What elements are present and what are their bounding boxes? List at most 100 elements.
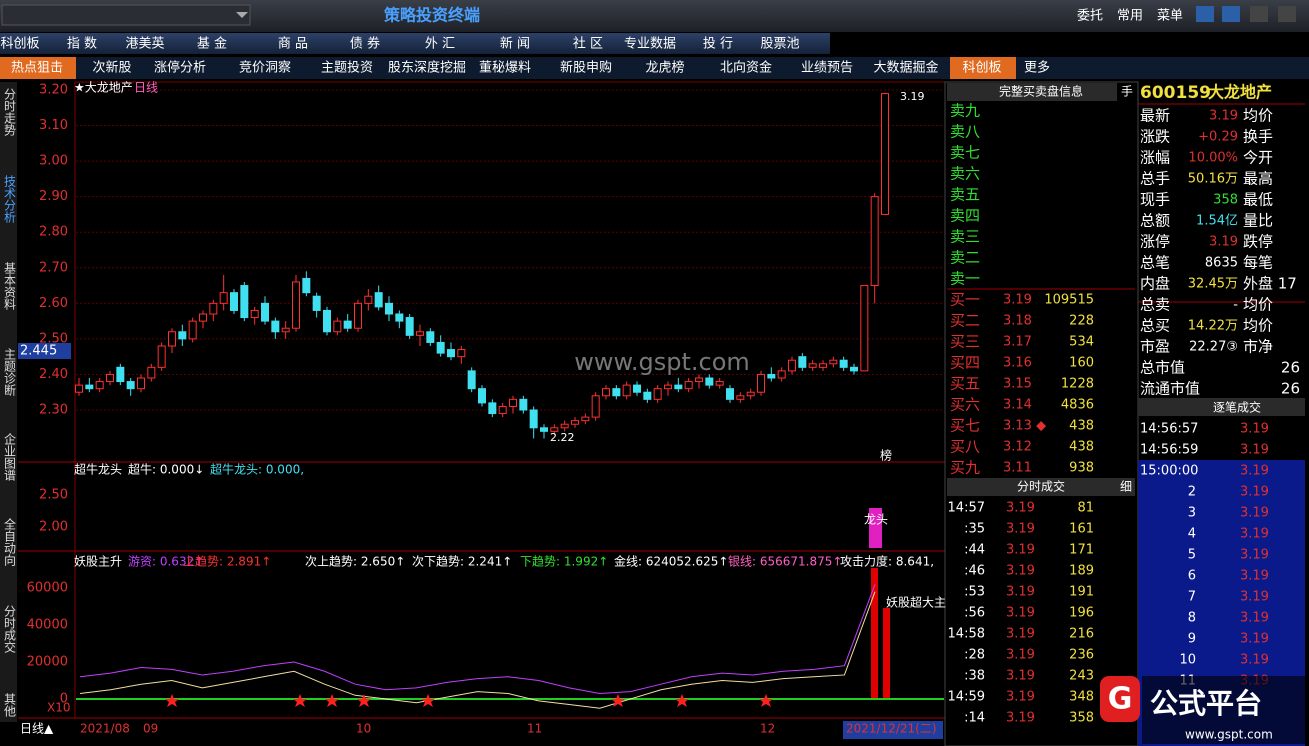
maximize[interactable] xyxy=(1278,6,1296,22)
trade-time: 14:56:57 xyxy=(1140,422,1198,437)
date-label: 09 xyxy=(143,722,158,736)
tick-price: 3.19 xyxy=(1006,501,1035,516)
menu-item[interactable]: 港美英 xyxy=(125,37,164,52)
quote-label: 总买 xyxy=(1140,317,1170,335)
panel-header: 完整买卖盘信息 xyxy=(999,84,1083,99)
title-button[interactable]: 委托 xyxy=(1077,9,1103,24)
candle-body xyxy=(850,366,858,372)
trade-time: 10 xyxy=(1179,653,1196,668)
candle-body xyxy=(581,416,590,422)
menu-item[interactable]: 商 品 xyxy=(278,37,308,52)
quote-label: 现手 xyxy=(1140,191,1170,209)
price-tick-label: 2.40 xyxy=(39,367,68,382)
menu-item[interactable]: 热点狙击 xyxy=(11,61,63,76)
logo-icon xyxy=(1100,676,1140,722)
quote-value: 358 xyxy=(1213,193,1238,208)
menu-item[interactable]: 新 闻 xyxy=(500,36,530,52)
tick-price: 3.19 xyxy=(1006,606,1035,621)
tick-time: :28 xyxy=(964,648,985,663)
menu-item[interactable]: 主题投资 xyxy=(321,60,373,76)
menu-item[interactable]: 业绩预告 xyxy=(801,61,853,76)
side-tab[interactable]: 分时成交 xyxy=(3,605,17,654)
menu-item[interactable]: 股东深度挖掘 xyxy=(388,60,466,76)
menu-item[interactable]: 指 数 xyxy=(67,37,97,52)
buy-price: 3.18 xyxy=(1003,314,1032,329)
side-tab[interactable]: 主题诊断 xyxy=(3,348,17,397)
candle-body xyxy=(416,331,424,336)
icon[interactable] xyxy=(1196,6,1214,22)
detail-button[interactable]: 细 xyxy=(1120,480,1132,494)
indicator-value: 超牛: 0.000↓ xyxy=(128,462,204,477)
watermark: www.gspt.com xyxy=(574,348,750,376)
candle-body xyxy=(240,285,249,319)
minimize[interactable] xyxy=(1250,6,1268,22)
indicator-value: 游资: 0.632↑ xyxy=(128,555,204,569)
candle-body xyxy=(870,196,879,287)
signal-star xyxy=(325,694,339,707)
candle-body xyxy=(550,427,559,432)
indicator-label: 妖股超大主 xyxy=(886,595,946,610)
menu-item[interactable]: 涨停分析 xyxy=(154,60,206,76)
stock-code: 600159 xyxy=(1140,83,1211,103)
menu-item[interactable]: 股票池 xyxy=(760,37,799,52)
candle-body xyxy=(250,309,259,319)
buy-level: 买四 xyxy=(950,354,980,372)
candle-body xyxy=(602,388,610,397)
trade-price: 3.19 xyxy=(1240,485,1269,500)
tick-time: :46 xyxy=(964,564,985,579)
menu-item[interactable]: 专业数据 xyxy=(624,37,676,52)
menu-item[interactable]: 次新股 xyxy=(92,60,131,76)
side-tab[interactable]: 基本资料 xyxy=(3,262,17,310)
quote-label: 市盈 xyxy=(1140,338,1170,356)
menu-item[interactable]: 外 汇 xyxy=(425,37,455,52)
quote-label: 跌停 xyxy=(1243,233,1273,251)
side-tab[interactable]: 其他 xyxy=(3,693,17,717)
indicator-axis-label: 2.50 xyxy=(39,488,68,503)
menu-item[interactable]: 大数据掘金 xyxy=(873,60,938,76)
side-tab[interactable]: 分时走势 xyxy=(3,88,17,136)
indicator-value: 上趋势: 2.891↑ xyxy=(183,555,271,569)
logo-url: www.gspt.com xyxy=(1185,728,1273,742)
quote-label: 今开 xyxy=(1243,149,1273,167)
quote-value: 3.19 xyxy=(1209,235,1238,250)
candle-body xyxy=(405,317,414,336)
quote-label: 量比 xyxy=(1243,212,1273,230)
menu-item[interactable]: 龙虎榜 xyxy=(645,60,684,76)
title-button[interactable]: 常用 xyxy=(1117,9,1143,24)
buy-volume: 160 xyxy=(1069,356,1094,371)
candle-body xyxy=(199,313,207,322)
menu-item[interactable]: 基 金 xyxy=(197,36,227,52)
candle-body xyxy=(695,377,703,383)
menu-item[interactable]: 新股申购 xyxy=(560,60,612,76)
date-label: 2021/08 xyxy=(80,722,130,736)
quote-value: 14.22万 xyxy=(1188,319,1238,334)
side-tab[interactable]: 企业图谱 xyxy=(3,432,17,481)
menu-item[interactable]: 投 行 xyxy=(703,36,733,52)
menu-item[interactable]: 科创板 xyxy=(0,37,39,52)
side-tab[interactable]: 全自动向 xyxy=(3,517,17,566)
icon[interactable] xyxy=(1222,6,1240,22)
indicator-value: 超牛龙头: 0.000, xyxy=(210,462,304,477)
candle-body xyxy=(622,384,631,397)
trade-time: 14:56:59 xyxy=(1140,443,1198,458)
title-button[interactable]: 菜单 xyxy=(1157,9,1183,24)
menu-item[interactable]: 科创板 xyxy=(962,61,1001,76)
candle-body xyxy=(271,320,280,333)
price-tick-label: 2.80 xyxy=(39,225,68,240)
menu-item[interactable]: 更多 xyxy=(1024,60,1050,76)
menu-item[interactable]: 社 区 xyxy=(573,36,603,52)
date-label: 2021/12/21(二) xyxy=(846,722,937,736)
menu-item[interactable]: 董秘爆料 xyxy=(479,61,531,76)
quote-value: 1.54亿 xyxy=(1196,214,1238,229)
search-box[interactable] xyxy=(1,4,251,26)
indicator-name: 超牛龙头 xyxy=(74,462,122,477)
candle-body xyxy=(168,331,176,347)
tick-volume: 236 xyxy=(1069,648,1094,663)
buy-price: 3.12 xyxy=(1003,440,1032,455)
side-tab[interactable]: 技术分析 xyxy=(3,175,17,224)
menu-item[interactable]: 北向资金 xyxy=(720,60,772,76)
candle-body xyxy=(881,93,889,215)
menu-item[interactable]: 竞价洞察 xyxy=(239,60,291,76)
menu-item[interactable]: 债 券 xyxy=(350,36,380,52)
